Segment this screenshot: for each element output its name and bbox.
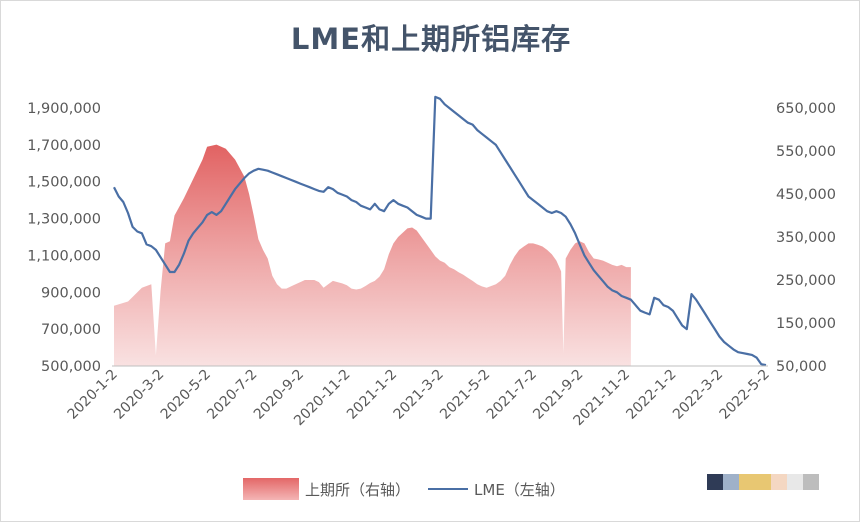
watermark	[707, 474, 819, 490]
x-tick-label: 2021-1-2	[344, 367, 400, 423]
legend: 上期所（右轴） LME（左轴）	[243, 478, 583, 500]
right-tick-label: 150,000	[776, 316, 836, 332]
x-tick-label: 2020-7-2	[204, 367, 260, 423]
right-axis: 50,000 150,000 250,000 350,000 450,000 550,00…	[776, 101, 836, 375]
x-tick-label: 2021-3-2	[391, 367, 447, 423]
left-tick-label: 700,000	[41, 322, 101, 338]
x-tick-label: 2021-5-2	[437, 367, 493, 423]
legend-item-shfe: 上期所（右轴）	[243, 478, 410, 500]
left-tick-label: 1,300,000	[27, 212, 101, 228]
right-tick-label: 350,000	[776, 230, 836, 246]
left-tick-label: 1,500,000	[27, 175, 101, 191]
legend-swatch-shfe	[243, 478, 299, 500]
x-tick-label: 2021-7-2	[484, 367, 540, 423]
right-tick-label: 550,000	[776, 144, 836, 160]
right-tick-label: 50,000	[776, 359, 827, 375]
x-tick-label: 2020-3-2	[111, 367, 167, 423]
left-tick-label: 1,700,000	[27, 138, 101, 154]
legend-label-shfe: 上期所（右轴）	[305, 480, 411, 499]
legend-label-lme: LME（左轴）	[474, 480, 565, 499]
x-tick-label: 2022-3-2	[670, 367, 726, 423]
x-tick-label: 2020-5-2	[158, 367, 214, 423]
x-tick-label: 2022-1-2	[623, 367, 679, 423]
series-lme-line	[113, 95, 767, 367]
chart-title: LME和上期所铝库存	[290, 22, 572, 56]
legend-swatch-lme	[428, 488, 469, 490]
right-tick-label: 650,000	[776, 101, 836, 117]
x-axis: 2020-1-22020-3-22020-5-22020-7-22020-9-2…	[65, 367, 773, 430]
left-tick-label: 500,000	[41, 359, 101, 375]
right-tick-label: 450,000	[776, 187, 836, 203]
left-tick-label: 900,000	[41, 285, 101, 301]
left-axis: 500,000 700,000 900,000 1,100,000 1,300,000 1…	[27, 101, 101, 375]
series-shfe-area	[114, 144, 631, 366]
left-tick-label: 1,900,000	[27, 101, 101, 117]
right-tick-label: 250,000	[776, 273, 836, 289]
left-tick-label: 1,100,000	[27, 248, 101, 264]
x-tick-label: 2022-5-2	[717, 367, 773, 423]
legend-item-lme: LME（左轴）	[428, 479, 565, 500]
